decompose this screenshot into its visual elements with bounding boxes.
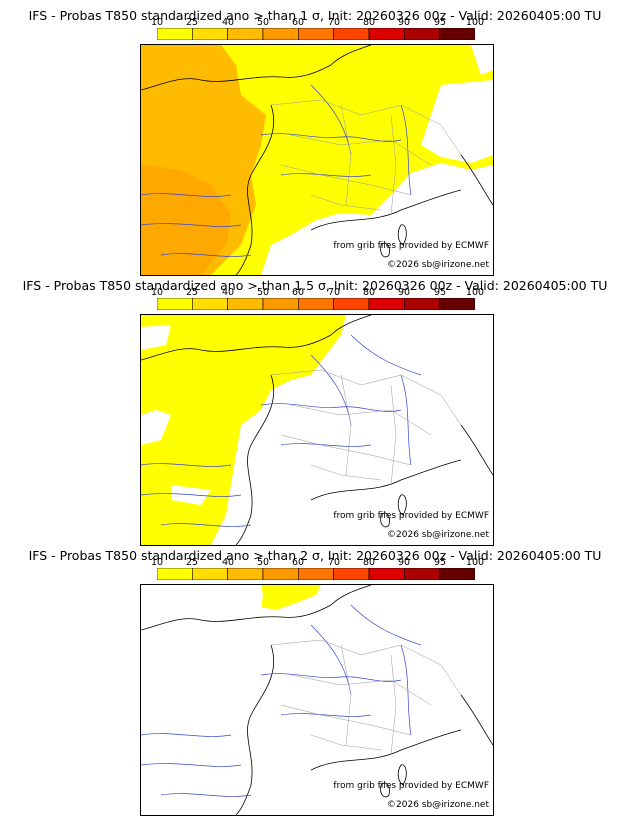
colorbar-swatch [262, 28, 299, 40]
colorbar-tick: 100 [465, 287, 485, 298]
colorbar-swatch [157, 28, 193, 40]
colorbar-tick: 95 [433, 557, 447, 568]
colorbar-tick: 40 [221, 557, 235, 568]
colorbar-tick: 95 [433, 17, 447, 28]
colorbar-swatch [191, 568, 228, 580]
admin-borders [270, 639, 462, 756]
colorbar-swatch [191, 298, 228, 310]
colorbar [157, 568, 475, 580]
colorbar-labels: 10 25 40 50 60 70 80 90 95 100 [151, 557, 484, 569]
colorbar-labels: 10 25 40 50 60 70 80 90 95 100 [151, 287, 484, 299]
colorbar-tick: 95 [433, 287, 447, 298]
colorbar-swatch [404, 28, 440, 40]
colorbar-tick: 40 [221, 17, 235, 28]
colorbar-swatch [368, 298, 405, 310]
rivers [141, 334, 422, 527]
colorbar-labels: 10 25 40 50 60 70 80 90 95 100 [151, 17, 484, 29]
colorbar-swatch [404, 298, 440, 310]
colorbar-swatch [298, 298, 334, 310]
colorbar-tick: 70 [327, 287, 341, 298]
copyright-text: ©2026 sb@irizone.net [387, 800, 489, 810]
panel-title: IFS - Probas T850 standardized ano > tha… [28, 548, 602, 563]
colorbar-tick: 10 [150, 287, 164, 298]
no-probability-area [471, 45, 493, 75]
panel-title: IFS - Probas T850 standardized ano > tha… [28, 8, 602, 23]
colorbar-tick: 10 [150, 17, 164, 28]
colorbar-swatch [227, 28, 264, 40]
colorbar-swatch [157, 568, 193, 580]
no-probability-area [141, 325, 171, 350]
coastlines [141, 45, 493, 275]
colorbar-swatch [227, 298, 264, 310]
source-credit: from grib files provided by ECMWF [333, 781, 489, 791]
colorbar-swatch [298, 28, 334, 40]
colorbar-swatch [439, 28, 475, 40]
probability-area-yellow [261, 585, 321, 610]
probability-area-yellow [141, 315, 346, 545]
panel-2: IFS - Probas T850 standardized ano > tha… [0, 278, 630, 550]
colorbar [157, 28, 475, 40]
colorbar-tick: 60 [291, 17, 305, 28]
colorbar-swatch [368, 28, 405, 40]
no-probability-area [421, 80, 493, 163]
colorbar-swatch [298, 568, 334, 580]
admin-borders [270, 369, 462, 486]
probability-map: from grib files provided by ECMWF ©2026 … [140, 314, 494, 546]
colorbar-swatch [333, 568, 370, 580]
colorbar-tick: 60 [291, 557, 305, 568]
colorbar [157, 298, 475, 310]
coastlines [141, 315, 493, 545]
colorbar-tick: 90 [397, 557, 411, 568]
colorbar-swatch [368, 568, 405, 580]
colorbar-tick: 100 [465, 557, 485, 568]
colorbar-tick: 10 [150, 557, 164, 568]
copyright-text: ©2026 sb@irizone.net [387, 260, 489, 270]
colorbar-tick: 50 [256, 287, 270, 298]
rivers [141, 604, 422, 797]
colorbar-swatch [262, 568, 299, 580]
colorbar-tick: 50 [256, 17, 270, 28]
colorbar-tick: 90 [397, 287, 411, 298]
colorbar-tick: 70 [327, 17, 341, 28]
source-credit: from grib files provided by ECMWF [333, 241, 489, 251]
copyright-text: ©2026 sb@irizone.net [387, 530, 489, 540]
panel-3: IFS - Probas T850 standardized ano > tha… [0, 548, 630, 820]
colorbar-tick: 25 [185, 17, 199, 28]
probability-map: from grib files provided by ECMWF ©2026 … [140, 44, 494, 276]
colorbar-tick: 80 [362, 287, 376, 298]
source-credit: from grib files provided by ECMWF [333, 511, 489, 521]
colorbar-tick: 40 [221, 287, 235, 298]
colorbar-tick: 25 [185, 557, 199, 568]
colorbar-tick: 90 [397, 17, 411, 28]
probability-map: from grib files provided by ECMWF ©2026 … [140, 584, 494, 816]
colorbar-tick: 60 [291, 287, 305, 298]
colorbar-swatch [157, 298, 193, 310]
coastlines [141, 585, 493, 815]
colorbar-swatch [191, 28, 228, 40]
admin-borders [270, 99, 462, 216]
colorbar-swatch [333, 298, 370, 310]
colorbar-tick: 80 [362, 557, 376, 568]
colorbar-swatch [262, 298, 299, 310]
panel-1: IFS - Probas T850 standardized ano > tha… [0, 8, 630, 280]
colorbar-swatch [439, 298, 475, 310]
colorbar-tick: 50 [256, 557, 270, 568]
colorbar-swatch [333, 28, 370, 40]
panel-title: IFS - Probas T850 standardized ano > tha… [22, 278, 608, 293]
colorbar-tick: 80 [362, 17, 376, 28]
colorbar-swatch [404, 568, 440, 580]
colorbar-tick: 70 [327, 557, 341, 568]
colorbar-swatch [227, 568, 264, 580]
probability-area-darkorange [141, 165, 231, 275]
colorbar-tick: 25 [185, 287, 199, 298]
colorbar-tick: 100 [465, 17, 485, 28]
colorbar-swatch [439, 568, 475, 580]
no-probability-area [271, 215, 493, 275]
